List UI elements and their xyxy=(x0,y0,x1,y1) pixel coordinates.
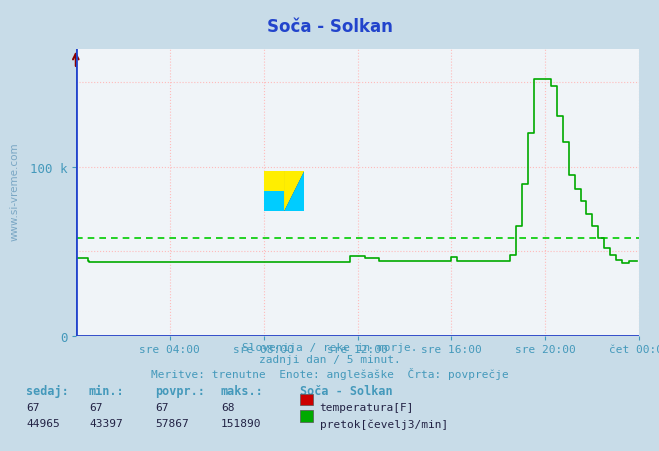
Text: sedaj:: sedaj: xyxy=(26,384,69,397)
Text: zadnji dan / 5 minut.: zadnji dan / 5 minut. xyxy=(258,354,401,364)
Text: 44965: 44965 xyxy=(26,419,60,428)
Text: maks.:: maks.: xyxy=(221,384,264,397)
Text: min.:: min.: xyxy=(89,384,125,397)
Text: 151890: 151890 xyxy=(221,419,261,428)
Text: 67: 67 xyxy=(89,402,102,412)
Text: 68: 68 xyxy=(221,402,234,412)
Text: Soča - Solkan: Soča - Solkan xyxy=(266,18,393,36)
Text: 67: 67 xyxy=(26,402,40,412)
Text: 43397: 43397 xyxy=(89,419,123,428)
Text: pretok[čevelj3/min]: pretok[čevelj3/min] xyxy=(320,419,448,429)
Text: povpr.:: povpr.: xyxy=(155,384,205,397)
Polygon shape xyxy=(284,171,304,212)
Text: Meritve: trenutne  Enote: anglešaške  Črta: povprečje: Meritve: trenutne Enote: anglešaške Črta… xyxy=(151,367,508,379)
Bar xyxy=(264,192,284,212)
Text: www.si-vreme.com: www.si-vreme.com xyxy=(9,143,20,241)
Bar xyxy=(284,171,304,212)
Polygon shape xyxy=(284,171,304,212)
Text: 67: 67 xyxy=(155,402,168,412)
Text: Slovenija / reke in morje.: Slovenija / reke in morje. xyxy=(242,342,417,352)
Text: 57867: 57867 xyxy=(155,419,188,428)
Bar xyxy=(264,171,284,192)
Text: temperatura[F]: temperatura[F] xyxy=(320,402,414,412)
Text: Soča - Solkan: Soča - Solkan xyxy=(300,384,393,397)
